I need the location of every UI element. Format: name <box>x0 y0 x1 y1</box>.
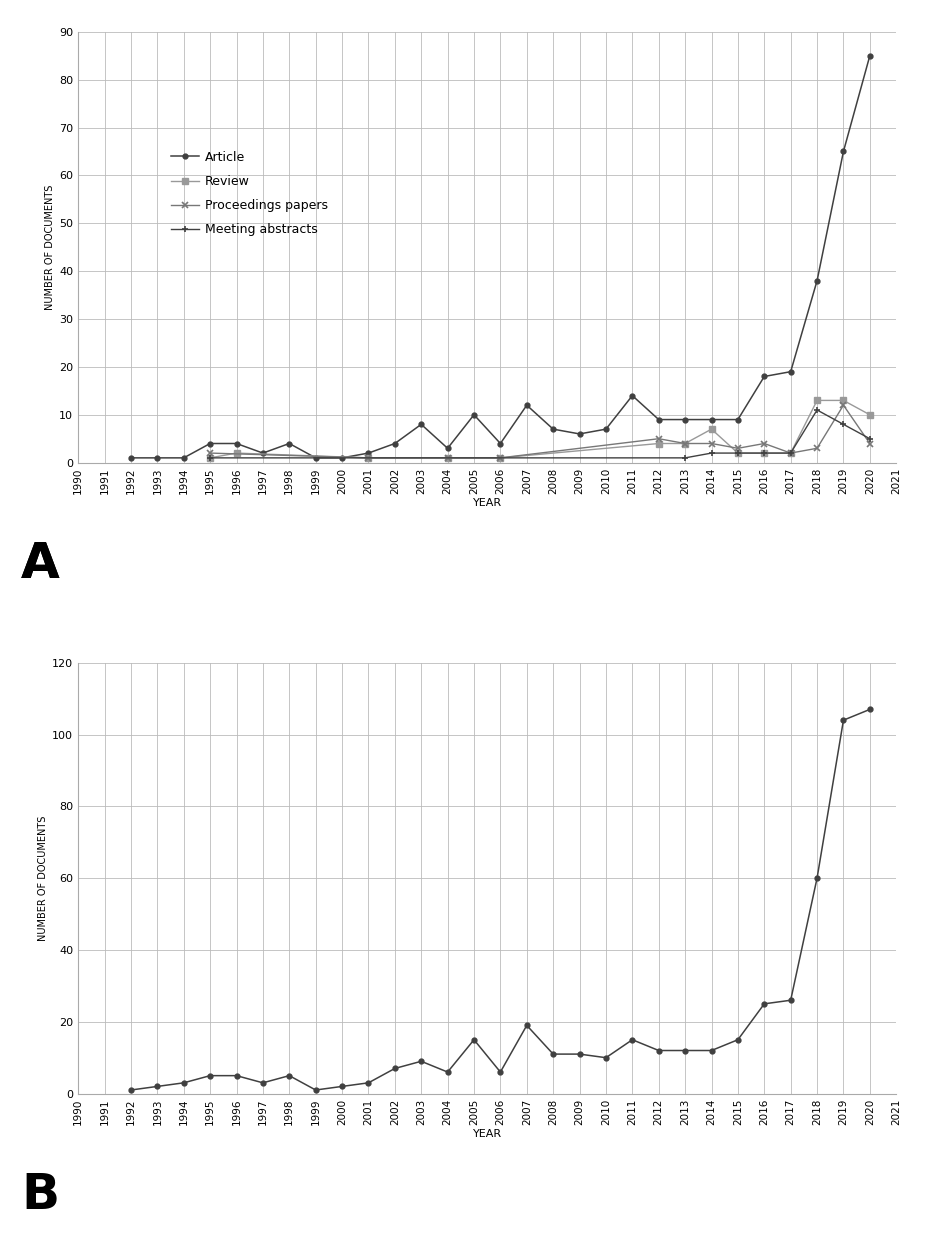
Text: A: A <box>21 540 59 588</box>
Proceedings papers <box>705 436 716 451</box>
Article <box>442 441 453 456</box>
Article <box>599 422 611 437</box>
Article <box>652 412 664 427</box>
Meeting abstracts <box>678 451 690 466</box>
Meeting abstracts <box>863 432 874 447</box>
Article <box>705 412 716 427</box>
Article <box>784 364 795 379</box>
Proceedings papers <box>837 398 848 413</box>
Proceedings papers <box>495 451 506 466</box>
Review <box>784 446 795 461</box>
Review <box>731 446 742 461</box>
Review <box>837 393 848 408</box>
Review <box>705 422 716 437</box>
Meeting abstracts <box>837 417 848 432</box>
Article <box>731 412 742 427</box>
Proceedings papers <box>678 436 690 451</box>
Article <box>811 273 822 288</box>
Proceedings papers <box>811 441 822 456</box>
Article <box>837 144 848 158</box>
Y-axis label: NUMBER OF DOCUMENTS: NUMBER OF DOCUMENTS <box>45 185 55 310</box>
Article <box>336 451 347 466</box>
Article <box>178 451 189 466</box>
Line: Meeting abstracts: Meeting abstracts <box>206 407 872 462</box>
Article <box>574 427 585 442</box>
Meeting abstracts <box>705 446 716 461</box>
Article <box>547 422 558 437</box>
Y-axis label: NUMBER OF DOCUMENTS: NUMBER OF DOCUMENTS <box>38 815 48 941</box>
Article <box>204 436 215 451</box>
Review <box>863 407 874 422</box>
Review <box>231 446 242 461</box>
Proceedings papers <box>758 436 769 451</box>
Review <box>758 446 769 461</box>
Proceedings papers <box>863 436 874 451</box>
Review <box>652 436 664 451</box>
Article <box>678 412 690 427</box>
Article <box>626 388 638 403</box>
Text: A: A <box>21 540 59 588</box>
Proceedings papers <box>442 451 453 466</box>
Article <box>495 436 506 451</box>
Proceedings papers <box>784 446 795 461</box>
Meeting abstracts <box>784 446 795 461</box>
Article <box>257 446 268 461</box>
Line: Proceedings papers: Proceedings papers <box>206 402 872 462</box>
Proceedings papers <box>731 441 742 456</box>
Article <box>468 407 479 422</box>
Article <box>415 417 426 432</box>
Proceedings papers <box>363 451 374 466</box>
Review <box>363 451 374 466</box>
Review <box>811 393 822 408</box>
Article <box>125 451 136 466</box>
Meeting abstracts <box>811 403 822 418</box>
Review <box>678 436 690 451</box>
X-axis label: YEAR: YEAR <box>472 1129 501 1139</box>
Meeting abstracts <box>758 446 769 461</box>
Text: B: B <box>21 1171 59 1219</box>
Review <box>495 451 506 466</box>
Review <box>204 451 215 466</box>
Article <box>389 436 400 451</box>
Legend: Article, Review, Proceedings papers, Meeting abstracts: Article, Review, Proceedings papers, Mee… <box>166 146 332 242</box>
X-axis label: YEAR: YEAR <box>472 498 501 508</box>
Article <box>283 436 294 451</box>
Article <box>231 436 242 451</box>
Review <box>442 451 453 466</box>
Article <box>363 446 374 461</box>
Meeting abstracts <box>204 451 215 466</box>
Article <box>310 451 321 466</box>
Proceedings papers <box>652 432 664 447</box>
Meeting abstracts <box>731 446 742 461</box>
Line: Article: Article <box>128 54 871 461</box>
Article <box>521 398 532 413</box>
Article <box>151 451 162 466</box>
Article <box>758 369 769 384</box>
Line: Review: Review <box>207 398 871 461</box>
Proceedings papers <box>204 446 215 461</box>
Article <box>863 49 874 64</box>
